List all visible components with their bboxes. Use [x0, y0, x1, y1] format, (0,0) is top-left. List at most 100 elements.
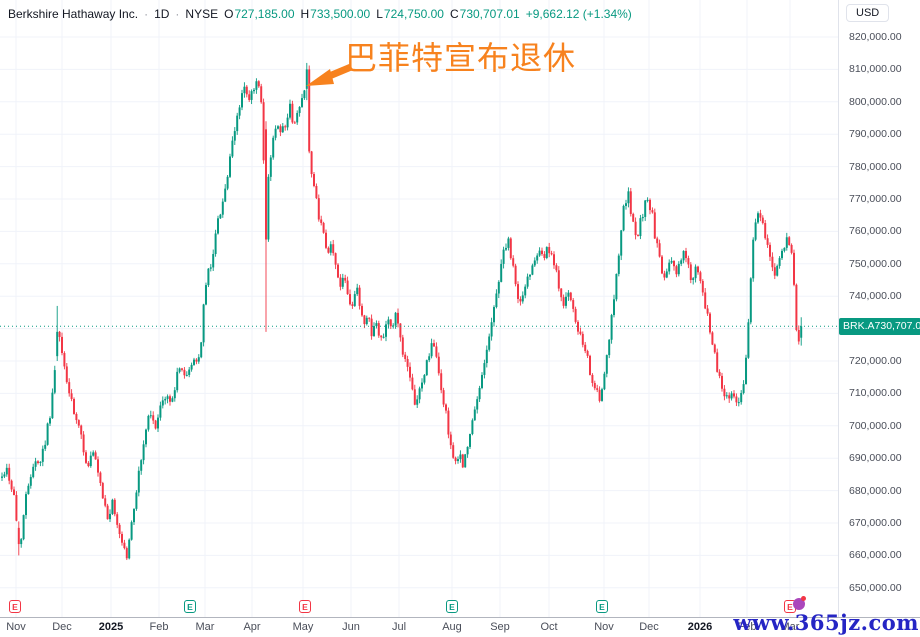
candle [197, 357, 200, 362]
candle [449, 434, 452, 446]
currency-chip[interactable]: USD [846, 4, 890, 22]
candle [574, 308, 577, 322]
candle [262, 102, 265, 161]
candle [15, 495, 18, 521]
candle [757, 213, 759, 223]
candle [224, 188, 227, 202]
candle [766, 238, 769, 245]
candle [661, 256, 663, 274]
candle [531, 265, 534, 275]
candle [27, 485, 30, 495]
candle [1, 476, 3, 478]
candle [56, 331, 59, 357]
candle [181, 368, 183, 370]
candle [673, 260, 675, 267]
candle [161, 400, 164, 406]
candle [704, 292, 707, 309]
candle [581, 333, 584, 345]
candle [677, 263, 680, 275]
candle [85, 452, 87, 463]
candle [488, 336, 491, 350]
candle [493, 307, 495, 323]
price-axis[interactable]: USD 820,000.00 810,000.00 800,000.00 790,00… [838, 0, 920, 617]
candle [526, 276, 529, 287]
candle [651, 210, 654, 213]
candle [147, 415, 150, 430]
candle [296, 112, 299, 123]
price-tick-label: 750,000.00 [849, 257, 902, 270]
candle [44, 444, 47, 449]
earnings-icon[interactable]: E [9, 600, 21, 613]
candle [466, 446, 469, 455]
earnings-icon[interactable]: E [596, 600, 608, 613]
candle [440, 373, 443, 391]
candle [555, 265, 558, 271]
candle [514, 265, 517, 285]
candle [682, 250, 685, 261]
candle [711, 332, 714, 345]
candle [301, 98, 303, 107]
candle [730, 393, 733, 399]
candle [351, 304, 354, 306]
price-chart-canvas[interactable] [0, 0, 838, 617]
candle [339, 277, 342, 287]
time-tick-label: May [292, 621, 314, 633]
candle [735, 396, 738, 403]
candle [377, 323, 380, 336]
candle [785, 237, 788, 248]
candle [596, 388, 599, 390]
candle [375, 323, 378, 327]
candle [3, 474, 6, 477]
candle [361, 305, 363, 316]
candle [373, 326, 375, 337]
candle [749, 278, 752, 323]
annotation-text: 巴菲特宣布退休 [345, 40, 577, 76]
event-icon[interactable] [793, 596, 806, 610]
earnings-icon[interactable]: E [299, 600, 311, 613]
candle [238, 107, 241, 116]
candle [507, 238, 510, 248]
price-tick-label: 800,000.00 [849, 95, 902, 108]
candle [517, 284, 519, 299]
price-tick-label: 690,000.00 [849, 452, 902, 465]
candle [737, 402, 740, 404]
watermark-link[interactable]: www.365jz.com [733, 610, 919, 635]
time-tick-label: Dec [639, 621, 659, 633]
candle [101, 483, 104, 499]
price-tick-label: 650,000.00 [849, 581, 902, 594]
candle [541, 250, 543, 255]
candle [778, 258, 781, 266]
candle [22, 515, 25, 540]
candle [418, 388, 421, 400]
earnings-icon[interactable]: E [446, 600, 458, 613]
candle [58, 331, 61, 337]
price-tick-label: 790,000.00 [849, 128, 902, 141]
candle [241, 93, 243, 108]
annotation-arrow-icon [306, 63, 353, 86]
candle [164, 398, 167, 401]
candle [797, 329, 800, 342]
candle [75, 413, 78, 421]
symbol-title[interactable]: Berkshire Hathaway Inc. [8, 7, 139, 21]
candle [137, 470, 140, 493]
candle [543, 254, 546, 259]
candle [214, 233, 217, 255]
candle [178, 368, 181, 372]
interval-label[interactable]: 1D [154, 7, 170, 21]
candle [334, 253, 337, 265]
earnings-icon[interactable]: E [184, 600, 196, 613]
time-axis[interactable]: Nov Dec 2025 Feb Mar Apr May Jun Jul Aug Sep Oct Nov… [0, 617, 920, 637]
candle [293, 122, 296, 124]
candle [435, 346, 438, 357]
candle [533, 260, 536, 266]
candle [29, 477, 32, 486]
candle [509, 238, 512, 259]
candle [637, 235, 639, 237]
open-value: 727,185.00 [234, 7, 295, 21]
candle [565, 296, 567, 306]
candle [236, 115, 239, 132]
candle [286, 117, 289, 128]
candle [8, 467, 11, 481]
candle [133, 508, 135, 523]
legend-separator: · [175, 7, 180, 21]
